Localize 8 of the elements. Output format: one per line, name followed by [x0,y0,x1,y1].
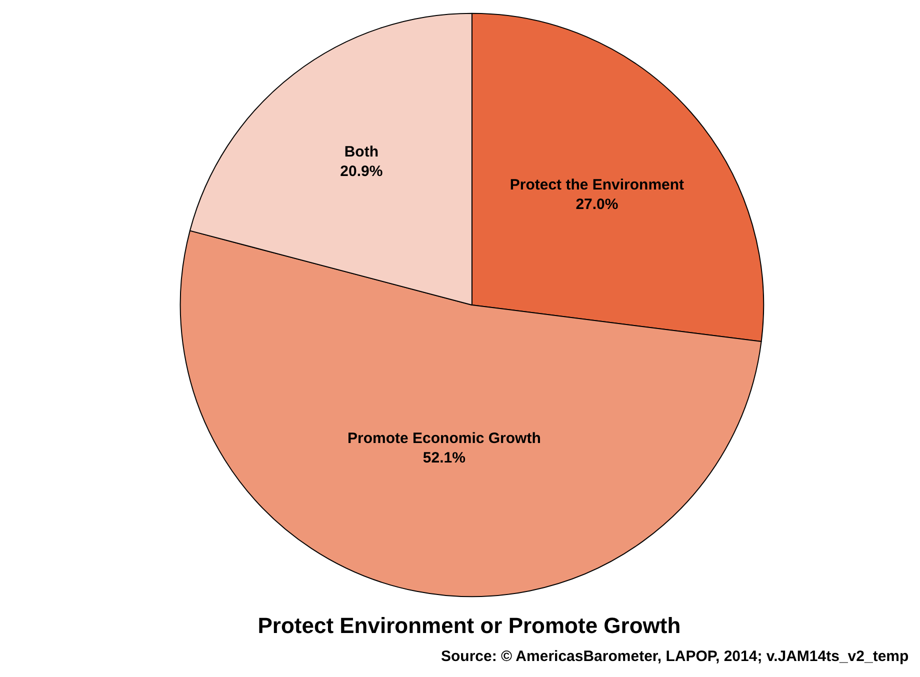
slice-label: Both [344,143,378,160]
slice-label: Promote Economic Growth [348,430,541,447]
data-label: 20.9% [340,162,383,180]
source-note: Source: © AmericasBarometer, LAPOP, 2014; v.JAM14ts_v2_temp [441,648,909,665]
slice-label: Protect the Environment [510,176,684,194]
text: Protect Environment or Promote Growth [258,612,681,638]
data-label: 27.0% [576,196,618,214]
data-label: 52.1% [422,449,466,466]
